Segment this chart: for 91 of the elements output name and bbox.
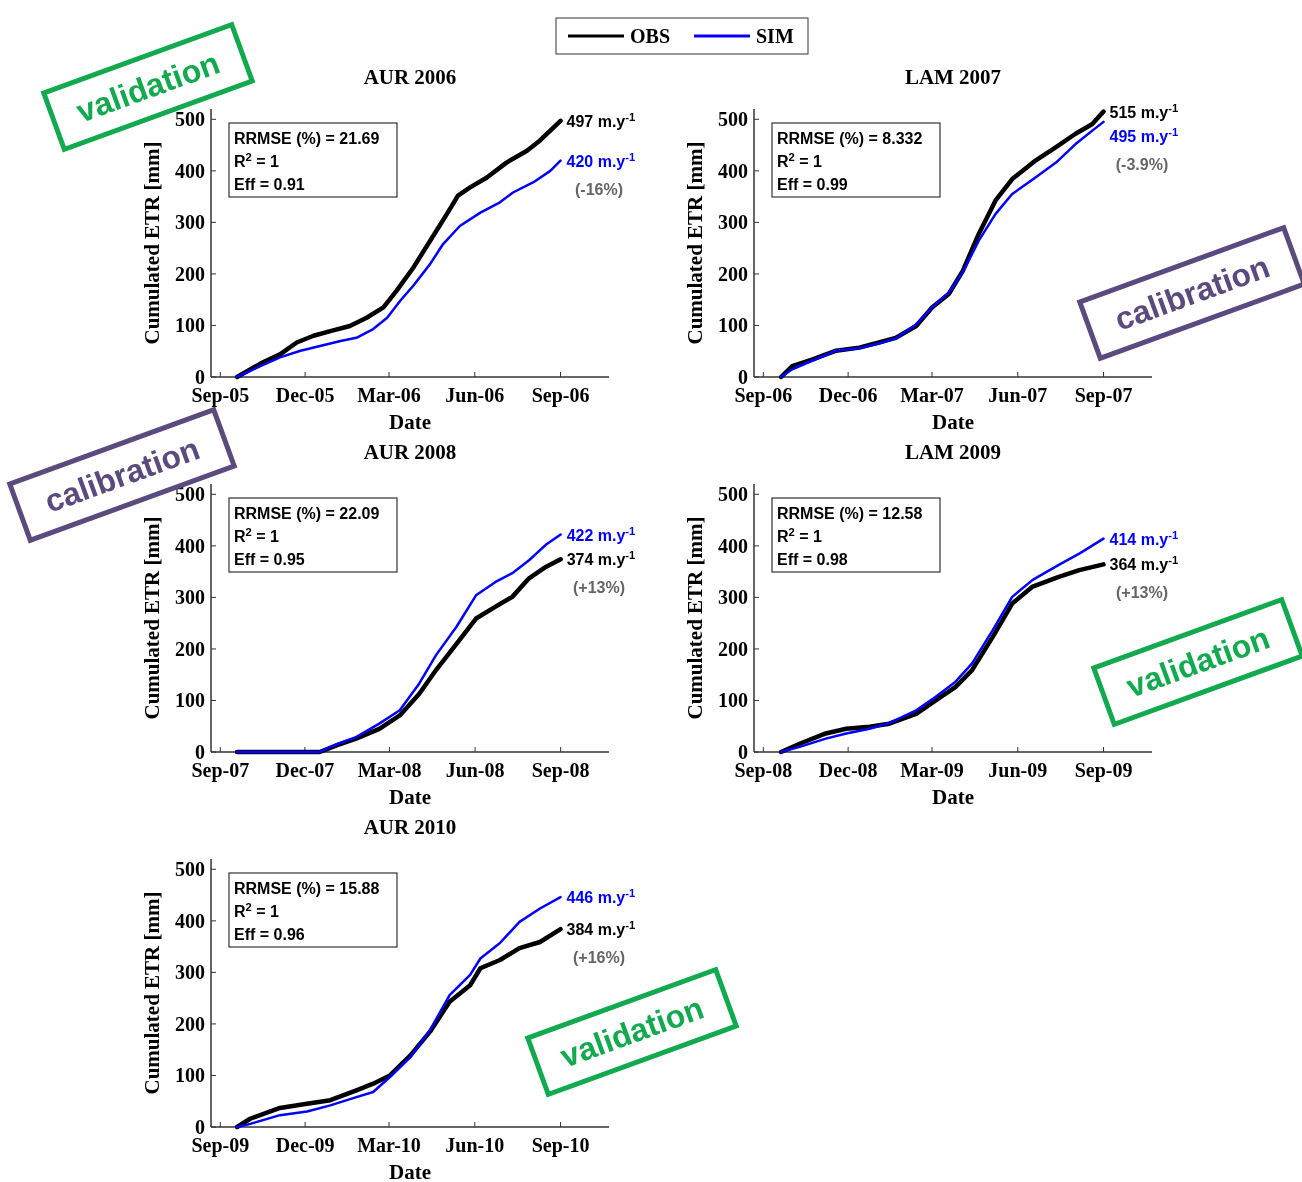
x-axis-title: Date: [389, 785, 431, 809]
x-tick-label: Mar-06: [357, 384, 421, 406]
x-axis-title: Date: [389, 410, 431, 434]
annotation: 446 m.y$^{-1}$: [566, 887, 636, 907]
annotation: R$^{2}$ = 1: [777, 526, 823, 545]
annotation: (+13%): [572, 579, 626, 597]
y-tick-label: 500: [718, 108, 748, 131]
annotation: (-16%): [574, 180, 624, 198]
annotation: Eff = 0.96: [234, 926, 305, 943]
y-tick-label: 100: [718, 314, 748, 337]
line-series: [234, 118, 563, 380]
annotation: (-3.9%): [1115, 155, 1169, 173]
y-tick-label: 100: [175, 1064, 205, 1087]
annotation: 497 m.y$^{-1}$: [566, 110, 636, 130]
y-tick-label: 300: [175, 586, 205, 609]
y-tick-label: 400: [175, 909, 205, 932]
annotation: 495 m.y$^{-1}$: [1109, 125, 1179, 145]
y-tick-label: 300: [175, 961, 205, 984]
x-tick-label: Mar-09: [900, 759, 964, 781]
y-tick-label: 100: [175, 314, 205, 337]
annotation: RRMSE (%) = 21.69: [234, 130, 380, 147]
x-tick-label: Mar-07: [900, 384, 964, 406]
annotation: R$^{2}$ = 1: [777, 151, 823, 170]
chart-title: AUR 2010: [363, 815, 457, 839]
y-axis-title: Cumulated ETR [mm]: [140, 891, 164, 1095]
y-tick-label: 400: [718, 159, 748, 182]
annotation: 384 m.y$^{-1}$: [566, 919, 636, 939]
y-tick-label: 200: [175, 1012, 205, 1035]
annotation: (+16%): [572, 949, 626, 967]
y-axis-title: Cumulated ETR [mm]: [683, 141, 707, 345]
annotation: 515 m.y$^{-1}$: [1109, 101, 1179, 121]
x-tick-label: Jun-06: [445, 384, 505, 406]
annotation: RRMSE (%) = 15.88: [234, 880, 380, 897]
y-tick-label: 400: [175, 534, 205, 557]
chart-title: AUR 2006: [363, 65, 457, 89]
y-axis-title: Cumulated ETR [mm]: [140, 141, 164, 345]
annotation: (+13%): [1115, 584, 1169, 602]
y-tick-label: 100: [175, 689, 205, 712]
chart-title: LAM 2009: [904, 440, 1002, 464]
y-tick-label: 200: [175, 637, 205, 660]
annotation: R$^{2}$ = 1: [234, 526, 280, 545]
x-tick-label: Dec-07: [275, 759, 335, 781]
legend-label: OBS: [630, 25, 671, 47]
y-tick-label: 100: [718, 689, 748, 712]
y-tick-label: 500: [718, 483, 748, 506]
legend-label: SIM: [756, 25, 794, 47]
y-tick-label: 400: [718, 534, 748, 557]
x-tick-label: Dec-08: [818, 759, 878, 781]
x-tick-label: Dec-06: [818, 384, 878, 406]
x-axis-title: Date: [932, 410, 974, 434]
chart-title: AUR 2008: [363, 440, 457, 464]
y-tick-label: 200: [175, 262, 205, 285]
annotation: Eff = 0.98: [777, 551, 848, 568]
annotation: 364 m.y$^{-1}$: [1109, 554, 1179, 574]
x-tick-label: Mar-08: [357, 759, 422, 781]
annotation: Eff = 0.91: [234, 176, 305, 193]
annotation: 420 m.y$^{-1}$: [566, 150, 636, 170]
annotation: 414 m.y$^{-1}$: [1109, 528, 1179, 548]
x-tick-label: Sep-09: [1074, 759, 1133, 782]
annotation: 374 m.y$^{-1}$: [566, 549, 636, 569]
x-tick-label: Sep-10: [531, 1134, 590, 1157]
y-axis-title: Cumulated ETR [mm]: [683, 516, 707, 720]
x-tick-label: Jun-09: [988, 759, 1048, 781]
annotation: RRMSE (%) = 8.332: [777, 130, 923, 147]
x-tick-label: Jun-07: [988, 384, 1048, 406]
x-tick-label: Jun-08: [445, 759, 505, 781]
x-tick-label: Sep-07: [1074, 384, 1133, 407]
x-tick-label: Sep-06: [531, 384, 590, 407]
x-axis-title: Date: [932, 785, 974, 809]
annotation: R$^{2}$ = 1: [234, 901, 280, 920]
y-axis-title: Cumulated ETR [mm]: [140, 516, 164, 720]
y-tick-label: 500: [175, 858, 205, 881]
x-tick-label: Mar-10: [357, 1134, 421, 1156]
y-tick-label: 200: [718, 262, 748, 285]
annotation: 422 m.y$^{-1}$: [566, 524, 636, 544]
y-tick-label: 300: [175, 211, 205, 234]
annotation: RRMSE (%) = 22.09: [234, 505, 380, 522]
x-axis-title: Date: [389, 1160, 431, 1182]
annotation: Eff = 0.95: [234, 551, 305, 568]
y-tick-label: 200: [718, 637, 748, 660]
x-tick-label: Sep-08: [531, 759, 590, 782]
y-tick-label: 300: [718, 211, 748, 234]
x-tick-label: Jun-10: [445, 1134, 505, 1156]
y-tick-label: 400: [175, 159, 205, 182]
annotation: R$^{2}$ = 1: [234, 151, 280, 170]
y-tick-label: 300: [718, 586, 748, 609]
chart-title: LAM 2007: [904, 65, 1002, 89]
annotation: Eff = 0.99: [777, 176, 848, 193]
annotation: RRMSE (%) = 12.58: [777, 505, 923, 522]
x-tick-label: Dec-09: [275, 1134, 335, 1156]
x-tick-label: Dec-05: [275, 384, 335, 406]
